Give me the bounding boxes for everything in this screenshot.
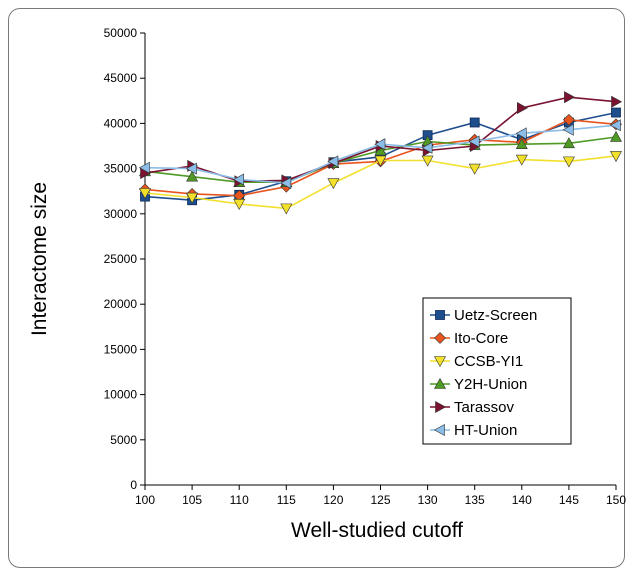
series-ccsb-yi1: [138, 151, 623, 215]
x-tick-label: 105: [182, 493, 202, 507]
line-chart: 0 5000 10000 15000 20000 25000 30000 35000 40000…: [28, 26, 627, 542]
data-point: [516, 102, 528, 115]
x-axis-title: Well-studied cutoff: [291, 519, 463, 542]
y-tick-label: 40000: [104, 116, 138, 130]
legend-item: Y2H-Union: [430, 376, 527, 393]
data-point: [515, 127, 527, 140]
y-tick-label: 20000: [104, 297, 138, 311]
legend-marker: [435, 400, 447, 414]
series-layer: [138, 91, 623, 215]
y-tick-label: 5000: [110, 433, 137, 447]
data-point: [186, 192, 199, 204]
data-point: [138, 161, 150, 174]
series-line: [144, 96, 617, 183]
y-tick-label: 10000: [104, 388, 138, 402]
legend-marker: [433, 377, 447, 389]
legend-item: Uetz-Screen: [430, 307, 537, 324]
x-tick-label: 120: [323, 493, 343, 507]
data-point: [280, 203, 293, 215]
x-tick-label: 130: [418, 493, 438, 507]
legend-item: Tarassov: [430, 399, 515, 416]
data-point: [374, 138, 386, 151]
data-point: [421, 141, 433, 154]
data-point: [562, 113, 575, 126]
data-point: [233, 199, 246, 210]
legend-item: CCSB-YI1: [430, 353, 523, 370]
data-point: [468, 135, 480, 148]
legend-marker: [433, 423, 445, 437]
data-point: [186, 170, 199, 182]
y-tick-label: 50000: [104, 26, 138, 40]
data-point: [562, 123, 574, 136]
x-tick-label: 150: [606, 493, 626, 507]
data-point: [469, 117, 480, 128]
data-point: [327, 178, 340, 190]
y-tick-label: 15000: [104, 342, 138, 356]
data-point: [609, 130, 623, 142]
x-tick-label: 135: [465, 493, 485, 507]
legend-item: HT-Union: [430, 422, 517, 439]
data-point: [609, 119, 621, 132]
data-point: [280, 177, 292, 190]
data-point: [327, 155, 339, 168]
data-point: [374, 155, 387, 167]
data-point: [138, 188, 152, 200]
legend-label: Ito-Core: [454, 330, 508, 347]
x-tick-label: 145: [559, 493, 579, 507]
legend-marker: [433, 356, 447, 368]
data-point: [515, 154, 528, 166]
data-point: [609, 151, 623, 163]
data-point: [562, 137, 575, 149]
y-tick-label: 25000: [104, 252, 138, 266]
x-tick-label: 125: [370, 493, 390, 507]
legend-item: Ito-Core: [430, 330, 508, 347]
data-point: [515, 138, 528, 149]
legend: Uetz-Screen Ito-Core CCSB-YI1 Y2H-Union Tara…: [422, 297, 572, 445]
y-axis-title: Interactome size: [28, 182, 51, 336]
data-point: [233, 173, 244, 186]
legend-label: CCSB-YI1: [454, 353, 523, 370]
x-tick-label: 140: [512, 493, 532, 507]
legend-marker: [435, 310, 445, 320]
y-tick-label: 30000: [104, 207, 138, 221]
data-point: [611, 107, 621, 118]
legend-marker: [434, 332, 446, 344]
data-point: [611, 95, 623, 108]
y-tick-label: 35000: [104, 162, 138, 176]
legend-box: [422, 297, 572, 445]
data-point: [421, 155, 434, 167]
legend-label: Uetz-Screen: [454, 307, 537, 324]
axes: 0 5000 10000 15000 20000 25000 30000 35000 40000…: [104, 26, 627, 507]
x-tick-label: 100: [135, 493, 155, 507]
legend-label: Tarassov: [454, 399, 515, 416]
legend-label: HT-Union: [454, 422, 517, 439]
x-tick-label: 115: [277, 493, 296, 507]
legend-label: Y2H-Union: [454, 376, 527, 393]
y-tick-label: 45000: [104, 71, 138, 85]
data-point: [562, 156, 575, 168]
x-tick-label: 110: [230, 493, 249, 507]
data-point: [564, 91, 576, 104]
series-ht-union: [138, 119, 621, 190]
y-tick-label: 0: [130, 478, 137, 492]
data-point: [185, 162, 197, 175]
data-point: [468, 163, 481, 175]
